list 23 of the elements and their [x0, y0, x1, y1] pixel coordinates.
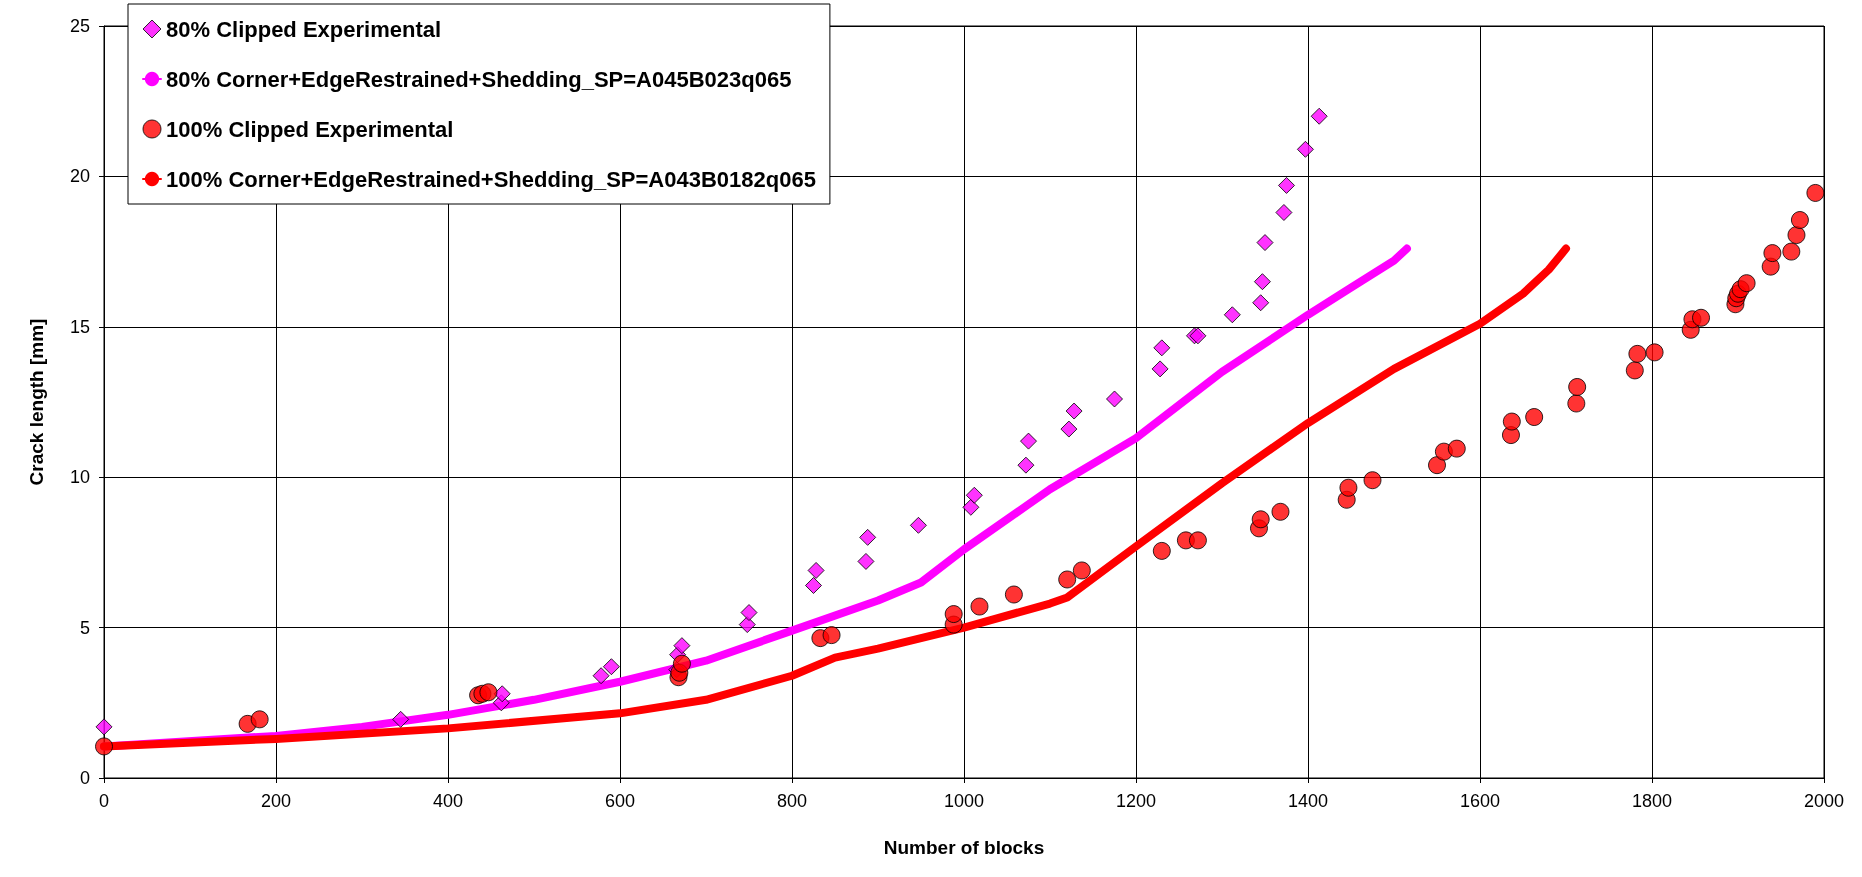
x-tick-label: 1000 — [943, 791, 985, 811]
x-tick-label: 200 — [260, 791, 292, 811]
y-axis-title: Crack length [mm] — [26, 318, 47, 486]
y-tick-label: 20 — [69, 166, 90, 187]
x-tick-label: 600 — [604, 791, 636, 811]
legend-label: 100% Clipped Experimental — [166, 116, 454, 142]
x-tick-label: 1200 — [1115, 791, 1157, 811]
x-tick-label: 2000 — [1803, 791, 1845, 811]
x-tick-label: 0 — [98, 791, 110, 811]
legend-label: 80% Corner+EdgeRestrained+Shedding_SP=A045B023q065 — [166, 66, 792, 92]
x-tick-label: 400 — [432, 791, 464, 811]
y-tick-label: 10 — [69, 467, 90, 488]
y-tick-label: 15 — [69, 316, 90, 337]
legend-label: 100% Corner+EdgeRestrained+Shedding_SP=A043B0182q065 — [166, 166, 816, 192]
x-tick-label: 1400 — [1287, 791, 1329, 811]
x-axis-title: Number of blocks — [883, 837, 1045, 858]
x-tick-label: 1800 — [1631, 791, 1673, 811]
x-tick-label: 800 — [776, 791, 808, 811]
legend-label: 80% Clipped Experimental — [166, 16, 442, 42]
y-tick-label: 25 — [69, 16, 90, 36]
x-tick-label: 1600 — [1459, 791, 1501, 811]
y-tick-label: 5 — [79, 617, 90, 638]
y-tick-label: 0 — [79, 768, 90, 788]
